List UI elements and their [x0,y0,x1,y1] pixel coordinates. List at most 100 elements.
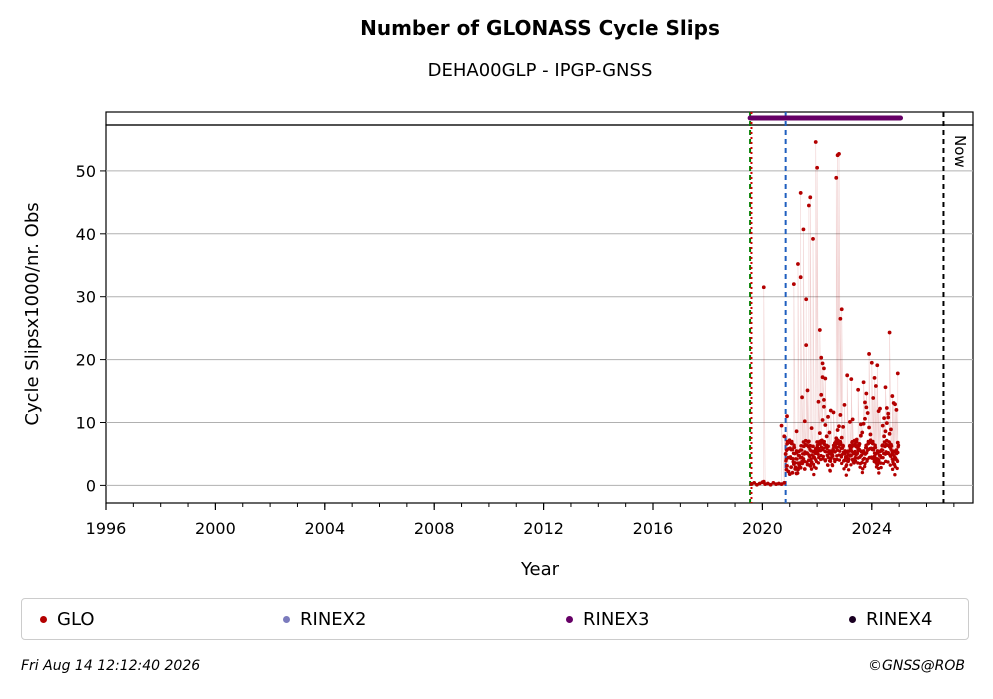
glo-dense-point-36 [796,471,800,475]
glo-dense-point-96 [815,443,820,447]
glo-dense-point-171 [840,453,844,457]
glo-dense-point-50 [800,461,805,466]
legend-label-rinex4: RINEX4 [866,608,933,630]
footer-credit: ©GNSS@ROB [868,658,965,674]
y-tick-label-50: 50 [76,162,96,181]
glo-dense-point-75 [808,444,813,448]
glo-dense-point-245 [864,445,869,449]
glo-point-56 [839,435,844,440]
glo-point-169 [889,427,893,432]
glo-dense-point-275 [874,461,878,465]
legend-item-glo: GLO [40,599,95,639]
glo-point-127 [883,385,888,390]
glo-point-162 [822,397,826,402]
glo-point-43 [822,404,826,409]
glo-dense-point-136 [828,459,833,463]
glo-point-123 [856,387,861,392]
glo-point-77 [868,432,873,437]
glo-point-73 [863,416,867,421]
glo-dense-point-326 [891,460,895,464]
glo-dense-point-114 [821,454,826,459]
legend-label-rinex3: RINEX3 [583,608,650,630]
glo-dense-point-246 [864,451,869,455]
glo-point-97 [895,440,900,445]
glo-point-112 [817,328,822,332]
glo-dense-point-34 [795,457,799,461]
glo-dense-point-43 [798,466,802,470]
glo-point-159 [894,408,899,412]
glo-point-87 [882,434,887,439]
glo-dense-point-233 [860,470,865,475]
glo-point-55 [838,413,843,417]
glo-point-44 [823,423,828,427]
glo-dense-point-79 [810,460,814,464]
glo-point-126 [872,375,877,380]
glo-dense-point-281 [876,457,880,461]
glo-point-124 [867,352,871,356]
glo-dense-point-241 [863,461,867,466]
y-axis: 0 10 20 30 40 50 [76,162,106,495]
y-tick-label-20: 20 [76,351,96,370]
glo-point-142 [831,410,836,415]
glo-dense-point-68 [806,440,810,444]
glo-point-106 [804,297,809,302]
glo-point-98 [761,285,766,290]
glo-point-168 [882,416,887,420]
x-tick-label-2024: 2024 [851,519,892,538]
glo-dense-point-199 [849,453,853,458]
glo-point-71 [860,430,865,435]
glo-dense-point-167 [839,441,843,445]
legend: GLO RINEX2 RINEX3 RINEX4 [21,598,969,640]
glo-point-109 [811,236,815,241]
glo-dense-point-48 [799,448,804,452]
glo-point-145 [858,422,863,427]
glo-point-164 [841,424,845,429]
glo-dense-point-26 [792,445,797,450]
glo-point-54 [837,424,841,429]
glo-point-102 [791,282,796,287]
glo-point-53 [835,428,840,432]
glo-dense-point-78 [809,467,814,471]
glo-point-70 [858,433,863,438]
glo-point-105 [801,227,806,232]
glo-point-110 [813,140,818,144]
glo-dense-point-128 [826,463,830,467]
glo-point-143 [842,402,847,407]
glo-point-135 [861,380,866,385]
glo-dense-point-239 [862,456,867,461]
glo-point-157 [874,384,878,388]
glo-point-19 [789,465,794,470]
glo-dense-point-49 [800,455,804,460]
glo-dense-point-129 [826,455,830,460]
glo-dense-point-124 [824,443,829,448]
reference-lines [749,112,945,503]
glo-dense-point-315 [887,440,892,444]
glo-dense-point-343 [896,443,901,448]
glo-point-137 [884,406,889,410]
x-tick-label-2012: 2012 [523,519,564,538]
glo-dense-point-125 [825,446,829,451]
glo-dense-point-142 [830,463,835,468]
glo-point-119 [838,316,843,321]
glo-dense-point-64 [805,460,809,464]
glo-point-154 [820,375,825,380]
y-axis-label: Cycle Slipsx1000/nr. Obs [22,202,43,425]
glo-point-153 [809,426,814,431]
glo-point-140 [816,399,821,404]
glo-dense-point-185 [844,463,849,467]
glo-point-144 [850,417,855,422]
glo-dense-point-268 [872,457,876,461]
glo-point-75 [865,411,870,415]
glo-point-91 [887,431,892,436]
glo-point-8 [768,482,773,487]
glo-dense-point-143 [831,454,835,458]
glo-point-20 [790,470,795,475]
glo-dense-point-121 [823,458,828,462]
glo-connecting-line [751,141,899,486]
glo-point-114 [820,361,825,366]
glo-point-16 [785,463,789,468]
glo-dense-point-149 [833,459,837,464]
glo-point-104 [798,191,803,195]
x-tick-label-2004: 2004 [304,519,345,538]
glo-dense-point-219 [856,461,860,465]
